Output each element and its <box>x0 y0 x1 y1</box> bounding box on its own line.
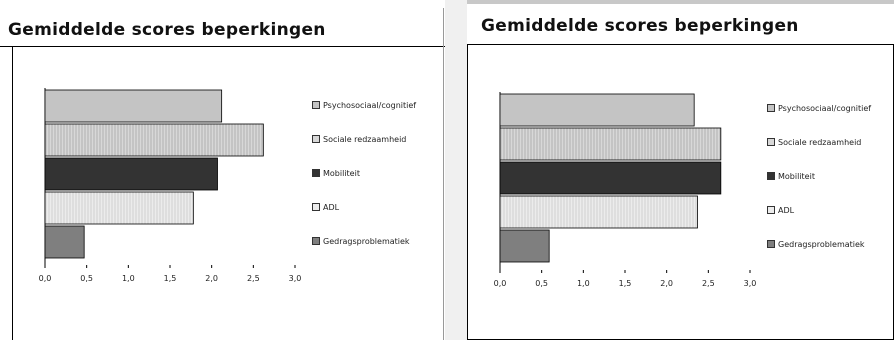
legend-swatch <box>767 205 775 214</box>
legend-label: Gedragsproblematiek <box>323 237 410 246</box>
legend-swatch <box>767 137 775 146</box>
legend-item: Psychosociaal/cognitief <box>312 100 417 111</box>
panel-border-left <box>12 46 13 340</box>
chart-panel-left: Gemiddelde scores beperkingen 0,0 0,5 1,0 1… <box>0 0 445 340</box>
legend-item: Gedragsproblematiek <box>312 236 410 247</box>
legend-item: Mobiliteit <box>767 171 815 182</box>
x-tick-label: 0,0 <box>494 279 507 288</box>
x-tick-label: 0,5 <box>535 279 548 288</box>
bar-chart: 0,0 0,5 1,0 1,5 2,0 2,5 3,0 <box>39 88 302 283</box>
legend-swatch <box>312 100 320 109</box>
bar-psychosociaal-cognitief <box>44 89 223 123</box>
chart-title: Gemiddelde scores beperkingen <box>8 20 326 40</box>
legend-label: ADL <box>778 206 795 215</box>
chart-title: Gemiddelde scores beperkingen <box>481 16 799 36</box>
x-tick-label: 3,0 <box>289 274 302 283</box>
legend-label: Psychosociaal/cognitief <box>323 101 417 110</box>
x-tick-label: 2,5 <box>702 279 715 288</box>
legend-swatch <box>767 103 775 112</box>
legend-label: Sociale redzaamheid <box>323 135 407 144</box>
bar-adl <box>499 195 698 229</box>
legend-label: Gedragsproblematiek <box>778 240 865 249</box>
bar-gedragsproblematiek <box>499 229 550 263</box>
legend-swatch <box>767 239 775 248</box>
bar-sociale-redzaamheid <box>499 127 722 161</box>
x-tick-label: 1,5 <box>619 279 632 288</box>
legend-item: Psychosociaal/cognitief <box>767 103 872 114</box>
legend-swatch <box>312 134 320 143</box>
bar-sociale-redzaamheid <box>44 123 264 157</box>
legend-label: ADL <box>323 203 340 212</box>
panel-gap <box>445 0 467 340</box>
x-tick-label: 3,0 <box>744 279 757 288</box>
legend-label: Psychosociaal/cognitief <box>778 104 872 113</box>
bar-mobiliteit <box>499 161 722 195</box>
legend-item: Sociale redzaamheid <box>312 134 407 145</box>
legend-swatch <box>312 168 320 177</box>
legend-swatch <box>767 171 775 180</box>
bar-adl <box>44 191 194 225</box>
legend-label: Sociale redzaamheid <box>778 138 862 147</box>
title-bar: Gemiddelde scores beperkingen <box>0 10 445 47</box>
legend-label: Mobiliteit <box>323 169 360 178</box>
x-tick-label: 2,0 <box>205 274 218 283</box>
legend-swatch <box>312 236 320 245</box>
legend-item: Gedragsproblematiek <box>767 239 865 250</box>
x-tick-label: 1,0 <box>577 279 590 288</box>
x-tick-label: 2,0 <box>660 279 673 288</box>
x-tick-label: 2,5 <box>247 274 260 283</box>
bar-psychosociaal-cognitief <box>499 93 695 127</box>
bar-gedragsproblematiek <box>44 225 85 259</box>
legend-item: ADL <box>312 202 340 213</box>
x-tick-label: 1,5 <box>164 274 177 283</box>
panel-border-left <box>467 44 468 340</box>
chart-panel-right: Gemiddelde scores beperkingen 0,0 0,5 1,0 1… <box>467 0 894 340</box>
panel-border-right <box>443 8 444 340</box>
x-tick-label: 0,0 <box>39 274 52 283</box>
bar-mobiliteit <box>44 157 218 191</box>
bar-chart: 0,0 0,5 1,0 1,5 2,0 2,5 3,0 <box>494 92 757 288</box>
legend-item: ADL <box>767 205 795 216</box>
legend-item: Sociale redzaamheid <box>767 137 862 148</box>
legend-swatch <box>312 202 320 211</box>
legend-item: Mobiliteit <box>312 168 360 179</box>
title-bar: Gemiddelde scores beperkingen <box>467 8 894 45</box>
legend-label: Mobiliteit <box>778 172 815 181</box>
x-tick-label: 0,5 <box>80 274 93 283</box>
x-tick-label: 1,0 <box>122 274 135 283</box>
